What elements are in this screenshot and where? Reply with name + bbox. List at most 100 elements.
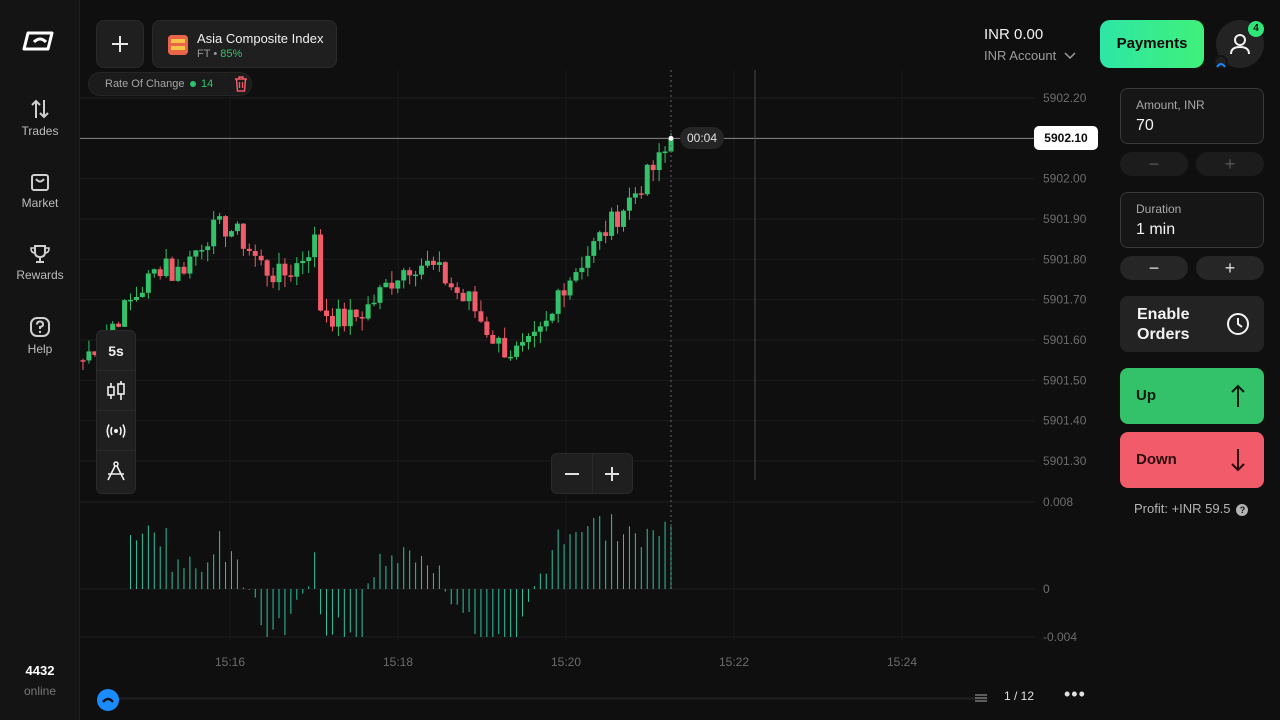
signals-button[interactable] [97, 411, 135, 451]
broadcast-icon [106, 423, 126, 438]
nav-trades[interactable]: Trades [0, 98, 80, 138]
candle-up [620, 210, 626, 227]
price-tick-label: 5901.50 [1043, 373, 1087, 387]
candle-down [341, 308, 347, 327]
candle-up [413, 274, 419, 277]
candlesticks [80, 132, 674, 370]
chart-type-button[interactable] [97, 371, 135, 411]
price-tick-label: 5901.70 [1043, 293, 1087, 307]
candle-up [163, 258, 169, 277]
candle-up [525, 336, 531, 343]
price-tick-label: 5901.80 [1043, 252, 1087, 266]
candle-down [92, 351, 98, 355]
account-selector[interactable]: INR Account [984, 48, 1076, 63]
arrow-down-icon [1231, 449, 1245, 472]
candle-up [626, 197, 632, 211]
candle-down [472, 291, 478, 312]
price-tick-label: 5901.40 [1043, 414, 1087, 428]
duration-value[interactable]: 1 min [1136, 221, 1176, 238]
left-navigation: Trades Market Rewards Help 4432 online [0, 0, 80, 720]
price-tick-label: 5901.30 [1043, 454, 1087, 468]
candle-up [496, 337, 502, 344]
amount-increase-button[interactable]: + [1196, 152, 1264, 176]
indicator-pill[interactable]: Rate Of Change 14 [88, 72, 252, 96]
candle-down [448, 283, 454, 288]
plus-icon [605, 466, 620, 481]
asset-selector[interactable]: Asia Composite Index FT • 85% [152, 20, 337, 68]
down-button[interactable]: Down [1120, 432, 1264, 488]
nav-help[interactable]: Help [0, 316, 80, 356]
zoom-in-button[interactable] [593, 454, 633, 493]
handle-icon [102, 697, 114, 703]
oscillator-tick-label: 0.008 [1043, 495, 1073, 509]
candle-up [662, 151, 668, 154]
more-options-button[interactable]: ••• [1064, 684, 1086, 704]
candle-up [217, 216, 223, 220]
candle-down [638, 193, 644, 195]
candle-up [365, 304, 371, 319]
trash-icon[interactable] [234, 76, 248, 92]
balance-amount: INR 0.00 [984, 26, 1044, 43]
zoom-out-button[interactable] [552, 454, 593, 493]
chart-grid [80, 70, 1035, 640]
candle-up [424, 260, 430, 266]
candle-up [145, 273, 151, 293]
timeframe-button[interactable]: 5s [97, 331, 135, 371]
help-icon[interactable]: ? [1236, 504, 1249, 516]
amount-label: Amount, INR [1136, 98, 1205, 112]
online-label: online [23, 684, 57, 698]
candle-up [537, 326, 543, 332]
candle-down [561, 290, 567, 296]
candle-down [478, 311, 484, 322]
price-chart[interactable]: 5902.20 5902.00 5901.90 5901.80 5901.70 5901.… [80, 70, 1110, 710]
layers-icon[interactable] [974, 692, 988, 704]
candle-up [514, 345, 520, 357]
candle-down [223, 216, 229, 237]
up-button[interactable]: Up [1120, 368, 1264, 424]
candle-down [258, 255, 264, 261]
candle-up [175, 266, 181, 281]
amount-decrease-button[interactable]: − [1120, 152, 1188, 176]
clock-icon [1227, 313, 1249, 335]
candle-up [466, 291, 472, 302]
candle-down [246, 248, 252, 252]
asset-name: Asia Composite Index [197, 31, 324, 46]
candle-down [80, 360, 86, 362]
oscillator-bars [130, 514, 672, 637]
logo-icon[interactable] [22, 28, 58, 54]
chart-scrollbar[interactable] [108, 697, 988, 700]
asset-flag-icon [168, 35, 188, 55]
candle-up [300, 260, 306, 264]
add-asset-button[interactable] [96, 20, 144, 68]
enable-orders-button[interactable]: Enable Orders [1120, 296, 1264, 352]
candle-up [205, 246, 211, 251]
question-icon [30, 317, 50, 337]
user-icon [1230, 34, 1250, 55]
candle-up [543, 320, 549, 327]
duration-decrease-button[interactable]: − [1120, 256, 1188, 280]
duration-increase-button[interactable]: + [1196, 256, 1264, 280]
amount-value[interactable]: 70 [1136, 117, 1154, 134]
nav-market[interactable]: Market [0, 172, 80, 210]
candle-down [502, 337, 508, 358]
candle-up [377, 287, 383, 303]
candle-down [442, 262, 448, 284]
candle-up [122, 300, 128, 327]
scrollbar-handle[interactable] [97, 689, 119, 711]
candle-up [187, 256, 193, 274]
candle-down [460, 292, 466, 302]
candle-down [288, 275, 294, 277]
drawing-tools-button[interactable] [97, 451, 135, 491]
amount-field[interactable]: Amount, INR 70 [1120, 88, 1264, 144]
zoom-controls [551, 453, 633, 494]
account-balance[interactable]: INR 0.00 INR Account [984, 26, 1076, 63]
candle-up [211, 219, 217, 247]
candle-up [436, 262, 442, 265]
nav-rewards-label: Rewards [16, 268, 64, 282]
candle-up [549, 313, 555, 321]
time-tick-label: 15:22 [719, 655, 749, 669]
payments-button[interactable]: Payments [1100, 20, 1204, 68]
candle-up [579, 267, 585, 273]
duration-field[interactable]: Duration 1 min [1120, 192, 1264, 248]
nav-rewards[interactable]: Rewards [0, 244, 80, 282]
